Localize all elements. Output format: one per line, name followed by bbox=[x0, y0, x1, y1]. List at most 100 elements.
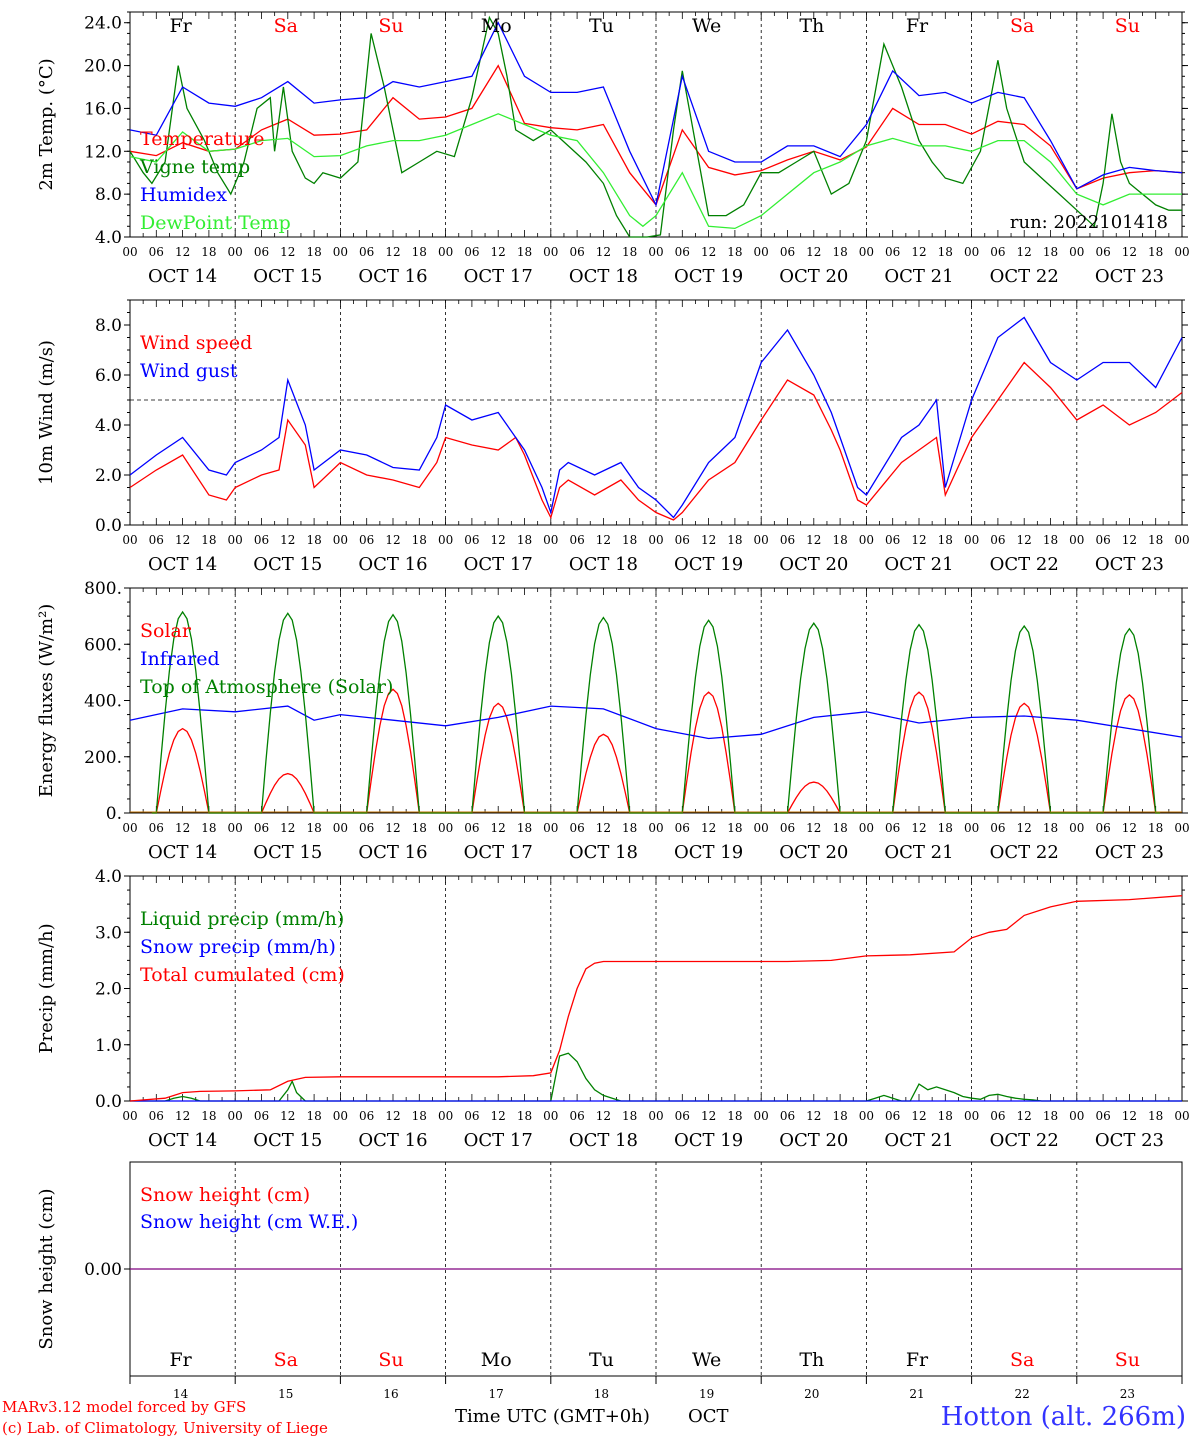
hour-tick-label: 00 bbox=[859, 245, 874, 259]
hour-tick-label: 06 bbox=[1095, 1109, 1110, 1123]
day-name: Sa bbox=[1010, 1349, 1034, 1371]
hour-tick-label: 12 bbox=[1122, 821, 1137, 835]
date-label: OCT 18 bbox=[569, 266, 638, 287]
hour-tick-label: 18 bbox=[517, 533, 532, 547]
hour-tick-label: 00 bbox=[648, 821, 663, 835]
date-label: OCT 20 bbox=[779, 1130, 848, 1151]
day-name: Mo bbox=[481, 15, 512, 37]
day-number: 23 bbox=[1120, 1387, 1135, 1401]
y-tick-label: 2.0 bbox=[95, 466, 122, 486]
hour-tick-label: 00 bbox=[1174, 533, 1189, 547]
day-number: 17 bbox=[489, 1387, 504, 1401]
hour-tick-label: 06 bbox=[464, 821, 479, 835]
hour-tick-label: 12 bbox=[911, 533, 926, 547]
hour-tick-label: 00 bbox=[543, 821, 558, 835]
hour-tick-label: 12 bbox=[491, 245, 506, 259]
hour-tick-label: 00 bbox=[438, 1109, 453, 1123]
hour-tick-label: 00 bbox=[438, 533, 453, 547]
hour-tick-label: 06 bbox=[990, 821, 1005, 835]
hour-tick-label: 06 bbox=[1095, 533, 1110, 547]
hour-tick-label: 06 bbox=[254, 533, 269, 547]
day-name: Su bbox=[378, 15, 403, 37]
panel-4: 00 06 12 18 00 06 12 18 00 06 12 18 00 06 12 18 00 06 12 18… bbox=[36, 867, 1190, 1151]
hour-tick-label: 18 bbox=[306, 245, 321, 259]
date-label: OCT 21 bbox=[884, 842, 953, 863]
series-line bbox=[129, 21, 1183, 207]
date-label: OCT 18 bbox=[569, 554, 638, 575]
legend-entry: Top of Atmosphere (Solar) bbox=[140, 676, 393, 698]
hour-tick-label: 18 bbox=[517, 245, 532, 259]
date-label: OCT 15 bbox=[253, 842, 322, 863]
hour-tick-label: 18 bbox=[832, 245, 847, 259]
hour-tick-label: 06 bbox=[149, 533, 164, 547]
hour-tick-label: 06 bbox=[149, 821, 164, 835]
date-label: OCT 18 bbox=[569, 842, 638, 863]
y-tick-label: 1.0 bbox=[95, 1036, 122, 1056]
hour-tick-label: 06 bbox=[359, 821, 374, 835]
hour-tick-label: 12 bbox=[1017, 533, 1032, 547]
hour-tick-label: 12 bbox=[280, 1109, 295, 1123]
y-tick-label: 0.00 bbox=[84, 1260, 122, 1280]
hour-tick-label: 06 bbox=[464, 245, 479, 259]
hour-tick-label: 00 bbox=[228, 533, 243, 547]
date-label: OCT 23 bbox=[1095, 1130, 1164, 1151]
hour-tick-label: 00 bbox=[543, 1109, 558, 1123]
date-label: OCT 15 bbox=[253, 266, 322, 287]
legend-entry: Infrared bbox=[140, 648, 220, 670]
hour-tick-label: 00 bbox=[1174, 1109, 1189, 1123]
hour-tick-label: 12 bbox=[701, 1109, 716, 1123]
hour-tick-label: 06 bbox=[885, 533, 900, 547]
hour-tick-label: 06 bbox=[885, 821, 900, 835]
y-tick-label: 8.0 bbox=[95, 316, 122, 336]
date-label: OCT 17 bbox=[464, 1130, 533, 1151]
hour-tick-label: 12 bbox=[701, 245, 716, 259]
date-label: OCT 17 bbox=[464, 266, 533, 287]
date-label: OCT 16 bbox=[358, 266, 427, 287]
y-tick-label: 24.0 bbox=[84, 14, 122, 34]
date-label: OCT 22 bbox=[990, 266, 1059, 287]
hour-tick-label: 18 bbox=[201, 245, 216, 259]
day-name: Su bbox=[1115, 15, 1140, 37]
hour-tick-label: 12 bbox=[175, 533, 190, 547]
y-tick-label: 16.0 bbox=[84, 99, 122, 119]
date-label: OCT 19 bbox=[674, 266, 743, 287]
hour-tick-label: 00 bbox=[648, 533, 663, 547]
hour-tick-label: 06 bbox=[885, 245, 900, 259]
hour-tick-label: 18 bbox=[306, 533, 321, 547]
y-tick-label: 12.0 bbox=[84, 142, 122, 162]
hour-tick-label: 00 bbox=[1069, 821, 1084, 835]
hour-tick-label: 12 bbox=[491, 1109, 506, 1123]
series-line bbox=[129, 316, 1183, 519]
hour-tick-label: 00 bbox=[438, 821, 453, 835]
hour-tick-label: 06 bbox=[359, 533, 374, 547]
day-name: Tu bbox=[589, 15, 614, 37]
hour-tick-label: 12 bbox=[806, 821, 821, 835]
hour-tick-label: 06 bbox=[149, 245, 164, 259]
hour-tick-label: 00 bbox=[122, 533, 137, 547]
hour-tick-label: 12 bbox=[806, 245, 821, 259]
hour-tick-label: 06 bbox=[780, 533, 795, 547]
hour-tick-label: 18 bbox=[1148, 245, 1163, 259]
y-tick-label: 400. bbox=[84, 692, 122, 712]
date-label: OCT 15 bbox=[253, 1130, 322, 1151]
y-tick-label: 200. bbox=[84, 748, 122, 768]
hour-tick-label: 00 bbox=[648, 1109, 663, 1123]
hour-tick-label: 06 bbox=[990, 1109, 1005, 1123]
hour-tick-label: 12 bbox=[385, 533, 400, 547]
hour-tick-label: 12 bbox=[491, 533, 506, 547]
y-tick-label: 3.0 bbox=[95, 923, 122, 943]
day-name: Su bbox=[378, 1349, 403, 1371]
hour-tick-label: 00 bbox=[1069, 1109, 1084, 1123]
hour-tick-label: 12 bbox=[280, 821, 295, 835]
hour-tick-label: 18 bbox=[412, 821, 427, 835]
series-line bbox=[129, 895, 1183, 1102]
hour-tick-label: 06 bbox=[885, 1109, 900, 1123]
date-label: OCT 22 bbox=[990, 1130, 1059, 1151]
hour-tick-label: 06 bbox=[990, 245, 1005, 259]
hour-tick-label: 06 bbox=[675, 821, 690, 835]
hour-tick-label: 06 bbox=[780, 821, 795, 835]
hour-tick-label: 18 bbox=[412, 245, 427, 259]
legend-entry: Liquid precip (mm/h) bbox=[140, 908, 344, 930]
y-tick-label: 0. bbox=[106, 804, 122, 824]
run-label: run: 2022101418 bbox=[1010, 212, 1168, 233]
